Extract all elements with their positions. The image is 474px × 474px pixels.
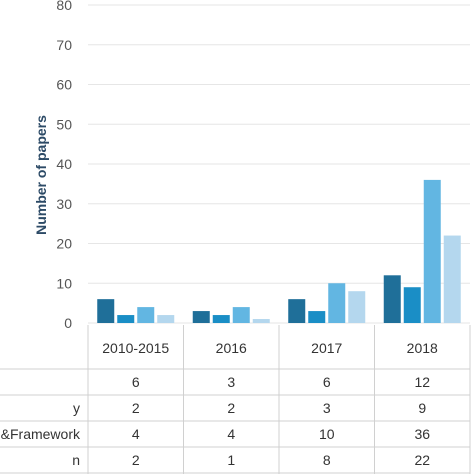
bar	[117, 315, 135, 323]
table-row-label: &Framework	[1, 426, 81, 442]
table-cell: 36	[414, 426, 430, 442]
table-cell: 12	[414, 374, 430, 390]
x-tick-label: 2018	[407, 340, 438, 356]
table-cell: 8	[323, 452, 331, 468]
table-row-label: n	[72, 452, 80, 468]
bar	[423, 179, 441, 323]
y-tick-label: 40	[56, 156, 72, 172]
y-tick-label: 70	[56, 37, 72, 53]
table-cell: 9	[418, 400, 426, 416]
x-tick-label: 2016	[216, 340, 247, 356]
y-tick-label: 30	[56, 196, 72, 212]
table-cell: 2	[227, 400, 235, 416]
bar	[157, 315, 175, 323]
bar	[192, 311, 210, 323]
table-row-label: y	[73, 400, 80, 416]
table-cell: 1	[227, 452, 235, 468]
table-cell: 10	[319, 426, 335, 442]
y-tick-label: 20	[56, 236, 72, 252]
x-tick-label: 2010-2015	[102, 340, 169, 356]
table-cell: 2	[132, 452, 140, 468]
y-tick-label: 0	[64, 315, 72, 331]
bar	[97, 299, 115, 323]
table-cell: 6	[323, 374, 331, 390]
bar	[443, 235, 461, 323]
table-cell: 6	[132, 374, 140, 390]
table-cell: 3	[227, 374, 235, 390]
y-tick-label: 50	[56, 116, 72, 132]
y-axis-ticks: 0 10 20 30 40 50 60 70 80	[56, 0, 72, 331]
table-cell: 4	[227, 426, 235, 442]
x-tick-label: 2017	[311, 340, 342, 356]
y-tick-label: 60	[56, 77, 72, 93]
bar	[383, 275, 401, 323]
bar	[232, 307, 250, 323]
bar	[403, 287, 421, 323]
table-cell: 22	[414, 452, 430, 468]
y-axis-label: Number of papers	[33, 115, 49, 235]
bar	[212, 315, 230, 323]
bars	[97, 179, 461, 323]
bar	[308, 311, 326, 323]
y-tick-label: 80	[56, 0, 72, 13]
bar	[137, 307, 155, 323]
bar	[328, 283, 346, 323]
y-tick-label: 10	[56, 275, 72, 291]
bar	[252, 319, 270, 323]
table-cell: 3	[323, 400, 331, 416]
bar	[288, 299, 306, 323]
table-cell: 4	[132, 426, 140, 442]
table-cell: 2	[132, 400, 140, 416]
gridlines	[88, 4, 470, 324]
bar	[348, 291, 366, 323]
